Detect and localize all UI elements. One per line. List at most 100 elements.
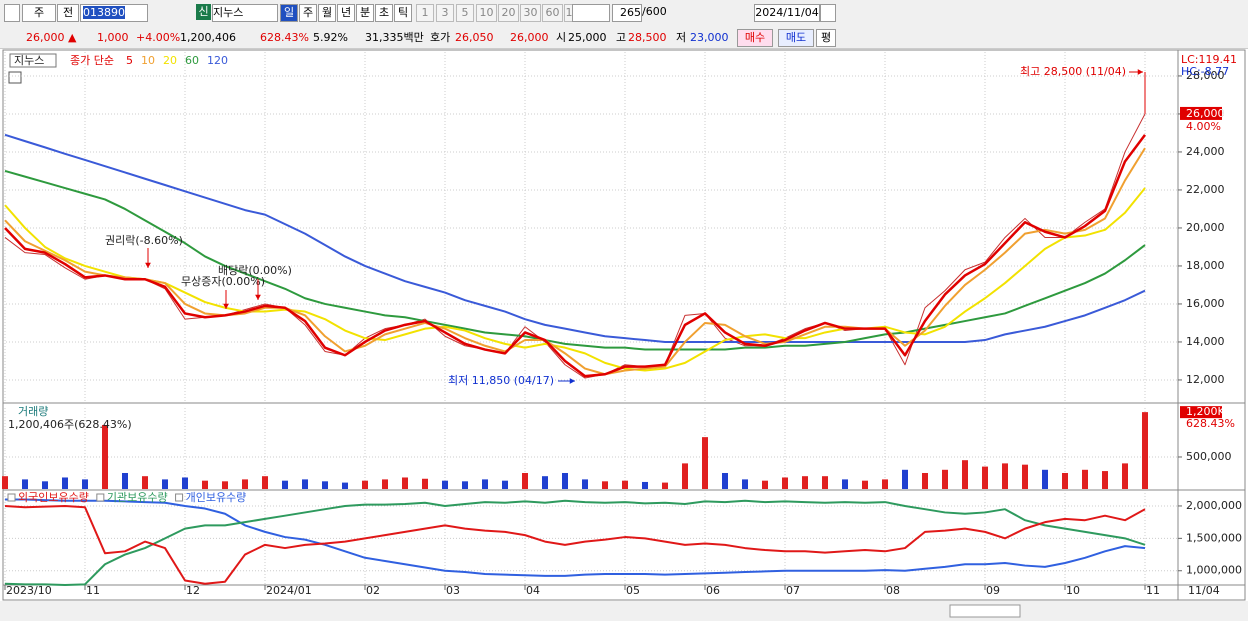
y-tick-label: 24,000: [1186, 145, 1225, 158]
volume-bar: [62, 477, 68, 489]
hc-label: HC:-8.77: [1181, 65, 1229, 78]
y-tick-label: 20,000: [1186, 221, 1225, 234]
legend-entry: 5: [126, 54, 133, 67]
chart-subtitle: 1,200,406주(628.43%): [8, 418, 132, 431]
y-tick-label: 2,000,000: [1186, 499, 1242, 512]
info-bar: 26,000 ▲ 1,000 +4.00% 1,200,406 628.43% …: [0, 28, 1248, 49]
volume-bar: [1102, 471, 1108, 489]
x-tick-label: 04: [526, 584, 540, 597]
legend-swatch: [175, 493, 184, 502]
x-tick-label: 10: [1066, 584, 1080, 597]
volume-bar: [522, 472, 528, 489]
scope-select[interactable]: 전: [57, 4, 79, 22]
series-line: [5, 498, 1146, 577]
market-select[interactable]: 주: [22, 4, 56, 22]
sell-button[interactable]: 매도: [778, 29, 814, 47]
menu-icon[interactable]: [4, 4, 20, 22]
volume-bar: [42, 481, 48, 489]
arrow-head: [569, 378, 575, 384]
toolbar-button[interactable]: 분: [356, 4, 374, 22]
volume-bar: [702, 437, 708, 489]
volume-bar: [782, 477, 788, 489]
x-tick-label: 07: [786, 584, 800, 597]
volume-bar: [642, 481, 648, 489]
arrow-head: [223, 303, 229, 309]
lc-label: LC:119.41: [1181, 53, 1237, 66]
zoom-slider[interactable]: [949, 604, 1021, 618]
avg-button[interactable]: 평: [816, 29, 836, 47]
close-line: [4, 113, 1146, 379]
volume-bar: [122, 472, 128, 489]
y-tick-label: 12,000: [1186, 373, 1225, 386]
toolbar-button[interactable]: 월: [318, 4, 336, 22]
toolbar-button[interactable]: 3: [436, 4, 454, 22]
table-icon[interactable]: [8, 71, 22, 84]
last-price-box: [1180, 106, 1222, 120]
legend-swatch: [7, 493, 16, 502]
legend-box: [9, 53, 57, 68]
volume-bar: [602, 481, 608, 489]
last-volume-change: 628.43%: [1186, 417, 1235, 430]
volume-bar: [282, 480, 288, 489]
volume-bar: [822, 476, 828, 489]
y-tick-label: 18,000: [1186, 259, 1225, 272]
volume-bar: [842, 479, 848, 489]
turnover: 5.92%: [313, 31, 348, 44]
volume-bar: [742, 479, 748, 489]
name-input[interactable]: 지누스: [212, 4, 278, 22]
volume-bar: [242, 479, 248, 489]
volume-bar: [722, 472, 728, 489]
volume-bar: [682, 463, 688, 489]
code-input[interactable]: 013890: [83, 6, 125, 19]
x-tick-label: 08: [886, 584, 900, 597]
toolbar-button[interactable]: 60: [542, 4, 563, 22]
toolbar-button[interactable]: 년: [337, 4, 355, 22]
volume-bar: [1122, 463, 1128, 489]
toolbar-button[interactable]: 20: [498, 4, 519, 22]
volume-bar: [662, 482, 668, 489]
change: 1,000: [97, 31, 129, 44]
chart-title: 지누스: [14, 54, 44, 67]
high-label: 고: [616, 31, 627, 44]
annotation: 배당락(0.00%): [218, 264, 292, 277]
volume-bar: [182, 477, 188, 489]
volume-bar: [142, 476, 148, 489]
volume-bar: [482, 479, 488, 489]
buy-button[interactable]: 매수: [737, 29, 773, 47]
toolbar-button[interactable]: 5: [456, 4, 474, 22]
toolbar-button[interactable]: 1: [416, 4, 434, 22]
count-input[interactable]: 265: [612, 4, 642, 22]
volume-bar: [802, 476, 808, 489]
series-line: [4, 499, 1146, 586]
toolbar-button[interactable]: 일: [280, 4, 298, 22]
volume-bar: [902, 469, 908, 489]
chart: 2023/10 11 12 2024/01 02 03 04 05 06 07 08 09 10 11 11…: [0, 49, 1248, 621]
x-tick-label: 09: [986, 584, 1000, 597]
volume-bar: [362, 480, 368, 489]
toolbar-button[interactable]: 주: [299, 4, 317, 22]
volume-rate: 628.43%: [260, 31, 309, 44]
date-input[interactable]: 2024/11/04: [754, 4, 820, 22]
chart-title: 거래량: [18, 405, 48, 418]
x-tick-label: 11: [1146, 584, 1160, 597]
dropdown[interactable]: [572, 4, 610, 22]
price: 26,000 ▲: [26, 31, 77, 44]
x-last-label: 11/04: [1188, 584, 1220, 597]
toolbar-button[interactable]: 틱: [394, 4, 412, 22]
toolbar-button[interactable]: 10: [476, 4, 497, 22]
volume-bar: [162, 479, 168, 489]
volume-bar: [1082, 469, 1088, 489]
toolbar-button[interactable]: 30: [520, 4, 541, 22]
legend-entry: 외국인보유수량: [18, 491, 89, 504]
toolbar-button[interactable]: 초: [375, 4, 393, 22]
open: 25,000: [568, 31, 607, 44]
volume-bar: [962, 460, 968, 489]
scroll-bar[interactable]: [0, 601, 1248, 621]
y-tick-label: 1,000,000: [1186, 564, 1242, 577]
legend-entry: 60: [185, 54, 199, 67]
calendar[interactable]: [820, 4, 836, 22]
annotation: 무상증자(0.00%): [181, 275, 265, 288]
y-tick-label: 28,000: [1186, 69, 1225, 82]
volume-bar: [262, 476, 268, 489]
